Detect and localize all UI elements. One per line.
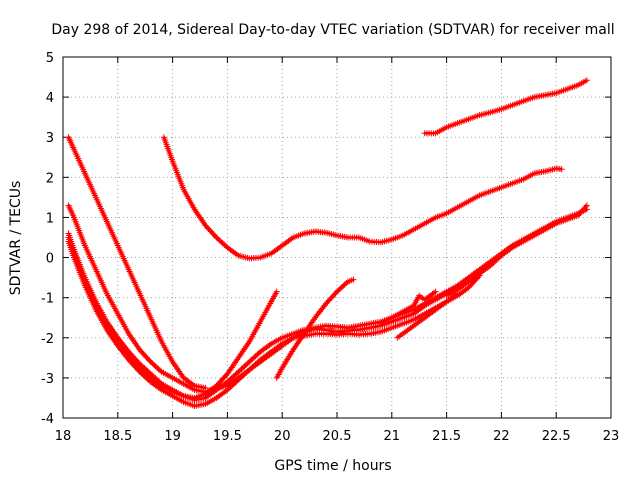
x-tick-label: 18 [55, 429, 72, 444]
y-tick-label: 0 [46, 252, 54, 267]
y-axis-label: SDTVAR / TECUs [8, 181, 24, 296]
data-point [583, 77, 590, 84]
series-arc-7 [65, 234, 280, 401]
data-point [350, 276, 357, 283]
data-point [580, 206, 587, 213]
x-tick-label: 21.5 [432, 429, 461, 444]
data-point [576, 211, 583, 218]
series-arc-11 [443, 202, 590, 299]
x-tick-label: 21 [384, 429, 401, 444]
y-tick-label: -1 [41, 292, 54, 307]
y-tick-label: -2 [41, 332, 54, 347]
series-layer [65, 77, 590, 409]
series-arc-9 [394, 272, 483, 341]
data-point [432, 288, 439, 295]
y-tick-label: 2 [46, 171, 54, 186]
data-point [583, 202, 590, 209]
y-tick-label: 1 [46, 211, 54, 226]
y-tick-label: -4 [41, 412, 54, 427]
y-tick-label: 3 [46, 131, 54, 146]
data-point [558, 166, 565, 173]
data-point [577, 209, 584, 216]
series-arc-10 [377, 288, 439, 327]
data-point [273, 288, 280, 295]
x-tick-label: 23 [603, 429, 620, 444]
data-point [578, 208, 585, 215]
x-tick-label: 20 [274, 429, 291, 444]
y-tick-label: 4 [46, 91, 54, 106]
axis-ticks: 18 18.5 19 19.5 20 20.5 21 21.5 22 22.5 23-4-3-2-1… [41, 51, 619, 444]
x-tick-label: 22.5 [542, 429, 571, 444]
x-tick-label: 19.5 [213, 429, 242, 444]
chart-title: Day 298 of 2014, Sidereal Day-to-day VTE… [51, 22, 614, 38]
y-tick-label: -3 [41, 372, 54, 387]
series-arc-3 [65, 134, 209, 391]
y-tick-label: 5 [46, 51, 54, 66]
series-arc-2 [421, 77, 590, 137]
data-point [581, 205, 588, 212]
x-tick-label: 20.5 [323, 429, 352, 444]
data-point [582, 203, 589, 210]
x-axis-label: GPS time / hours [274, 458, 391, 474]
series-arc-1 [160, 134, 565, 262]
x-tick-label: 18.5 [103, 429, 132, 444]
series-arc-8 [273, 276, 357, 381]
x-tick-label: 22 [493, 429, 510, 444]
x-tick-label: 19 [164, 429, 181, 444]
data-point [575, 212, 582, 219]
